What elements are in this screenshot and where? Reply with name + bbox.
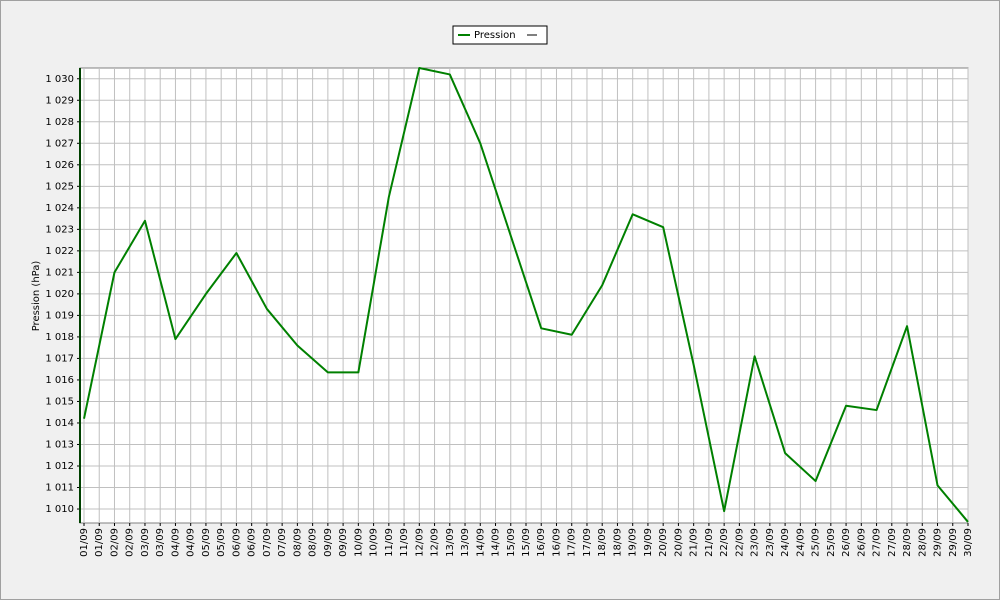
x-tick-label: 25/09 (811, 528, 822, 557)
y-tick-label: 1 025 (45, 181, 74, 192)
x-tick-label: 21/09 (704, 528, 715, 557)
x-tick-label: 12/09 (430, 528, 441, 557)
legend-box (452, 25, 548, 45)
y-tick-label: 1 022 (45, 246, 74, 257)
x-tick-label: 07/09 (277, 528, 288, 557)
x-tick-label: 23/09 (765, 528, 776, 557)
x-tick-label: 17/09 (567, 528, 578, 557)
y-tick-label: 1 011 (45, 483, 74, 494)
x-tick-label: 15/09 (521, 528, 532, 557)
x-tick-label: 09/09 (338, 528, 349, 557)
x-tick-label: 18/09 (597, 528, 608, 557)
x-tick-label: 02/09 (109, 528, 120, 557)
y-tick-label: 1 026 (45, 160, 74, 171)
x-tick-label: 01/09 (79, 528, 90, 557)
x-tick-label: 02/09 (125, 528, 136, 557)
x-tick-label: 23/09 (750, 528, 761, 557)
x-tick-label: 27/09 (887, 528, 898, 557)
legend: Pression (452, 25, 548, 45)
plot-area (79, 67, 969, 524)
x-tick-label: 19/09 (628, 528, 639, 557)
x-tick-label: 05/09 (216, 528, 227, 557)
x-tick-label: 08/09 (308, 528, 319, 557)
x-tick-label: 28/09 (902, 528, 913, 557)
y-tick-label: 1 021 (45, 267, 74, 278)
x-tick-label: 07/09 (262, 528, 273, 557)
x-tick-label: 30/09 (963, 528, 974, 557)
x-tick-label: 04/09 (170, 528, 181, 557)
x-tick-label: 22/09 (719, 528, 730, 557)
y-axis-label: Pression (hPa) (31, 261, 42, 332)
x-tick-label: 09/09 (323, 528, 334, 557)
x-tick-label: 24/09 (780, 528, 791, 557)
x-tick-label: 06/09 (247, 528, 258, 557)
y-tick-label: 1 023 (45, 224, 74, 235)
y-tick-label: 1 024 (45, 203, 74, 214)
x-tick-label: 20/09 (673, 528, 684, 557)
x-tick-label: 16/09 (551, 528, 562, 557)
x-tick-label: 19/09 (643, 528, 654, 557)
y-tick-label: 1 029 (45, 95, 74, 106)
x-tick-label: 29/09 (933, 528, 944, 557)
x-tick-label: 10/09 (353, 528, 364, 557)
x-tick-label: 01/09 (94, 528, 105, 557)
x-tick-label: 16/09 (536, 528, 547, 557)
x-tick-label: 25/09 (826, 528, 837, 557)
x-tick-label: 13/09 (460, 528, 471, 557)
x-tick-label: 10/09 (369, 528, 380, 557)
x-tick-label: 05/09 (201, 528, 212, 557)
data-line (83, 67, 969, 523)
x-tick-label: 04/09 (186, 528, 197, 557)
legend-label: Pression (474, 30, 516, 41)
x-tick-label: 27/09 (872, 528, 883, 557)
x-tick-label: 28/09 (917, 528, 928, 557)
x-tick-label: 12/09 (414, 528, 425, 557)
x-tick-label: 26/09 (841, 528, 852, 557)
y-tick-label: 1 028 (45, 117, 74, 128)
y-tick-label: 1 017 (45, 353, 74, 364)
x-tick-label: 11/09 (399, 528, 410, 557)
x-tick-label: 15/09 (506, 528, 517, 557)
y-tick-label: 1 027 (45, 138, 74, 149)
y-tick-label: 1 014 (45, 418, 74, 429)
x-tick-label: 03/09 (155, 528, 166, 557)
y-tick-label: 1 030 (45, 74, 74, 85)
x-tick-label: 21/09 (689, 528, 700, 557)
y-tick-label: 1 018 (45, 332, 74, 343)
y-tick-label: 1 020 (45, 289, 74, 300)
x-tick-label: 24/09 (795, 528, 806, 557)
y-tick-label: 1 016 (45, 375, 74, 386)
x-tick-label: 08/09 (292, 528, 303, 557)
y-tick-label: 1 019 (45, 310, 74, 321)
y-tick-label: 1 012 (45, 461, 74, 472)
x-tick-label: 14/09 (475, 528, 486, 557)
x-tick-label: 17/09 (582, 528, 593, 557)
x-tick-label: 11/09 (384, 528, 395, 557)
x-tick-label: 26/09 (856, 528, 867, 557)
x-tick-label: 18/09 (612, 528, 623, 557)
y-tick-label: 1 015 (45, 396, 74, 407)
x-tick-label: 14/09 (491, 528, 502, 557)
y-tick-label: 1 013 (45, 439, 74, 450)
x-tick-label: 13/09 (445, 528, 456, 557)
x-tick-label: 29/09 (948, 528, 959, 557)
x-tick-label: 20/09 (658, 528, 669, 557)
x-tick-label: 22/09 (734, 528, 745, 557)
x-tick-label: 03/09 (140, 528, 151, 557)
x-tick-label: 06/09 (231, 528, 242, 557)
y-tick-label: 1 010 (45, 504, 74, 515)
